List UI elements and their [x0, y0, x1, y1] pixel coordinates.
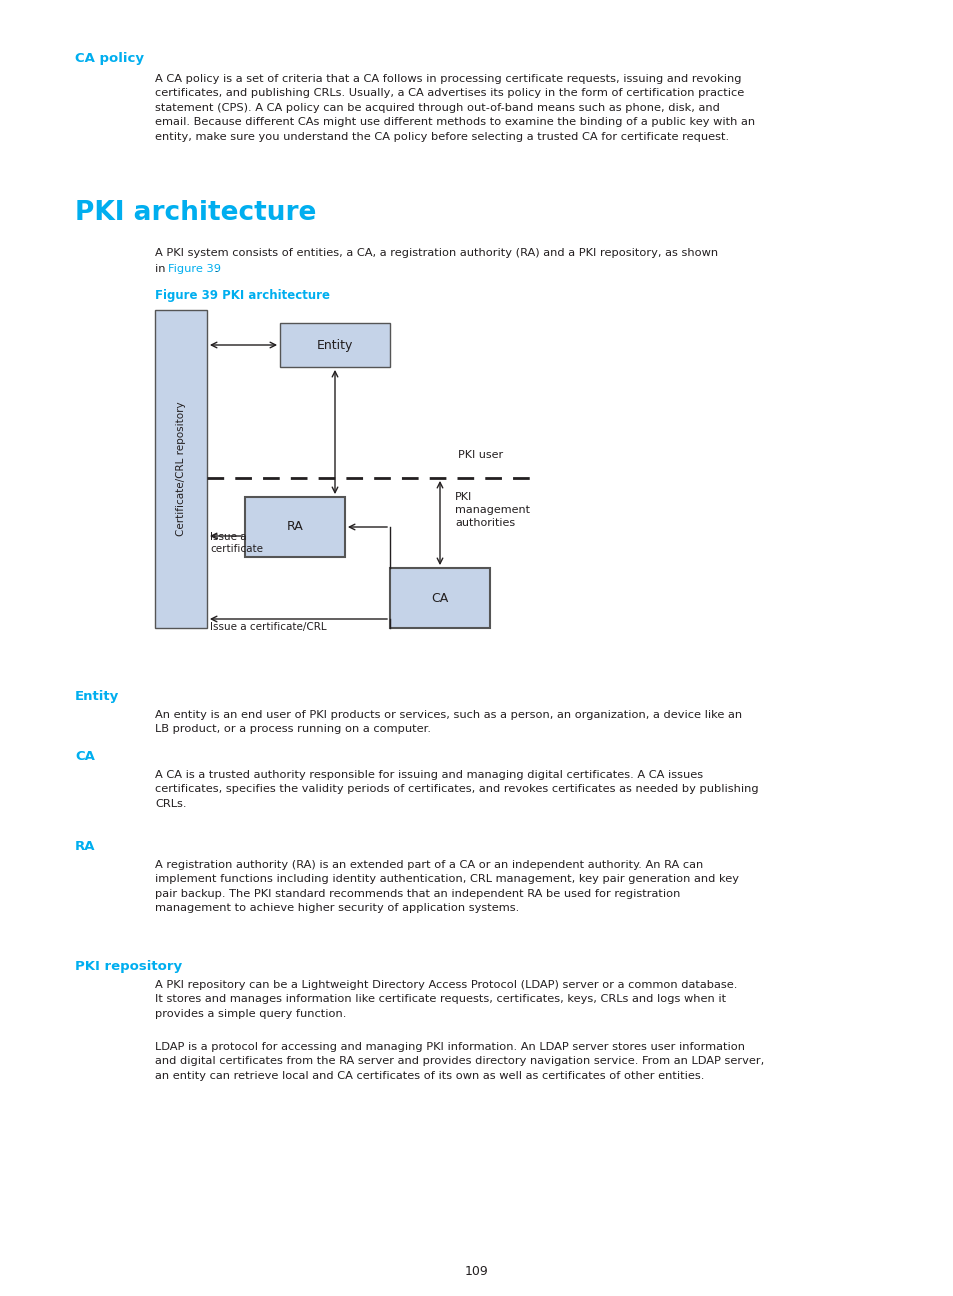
Text: Figure 39 PKI architecture: Figure 39 PKI architecture — [154, 289, 330, 302]
Text: Entity: Entity — [75, 689, 119, 702]
Text: Figure 39: Figure 39 — [168, 264, 221, 273]
Text: LDAP is a protocol for accessing and managing PKI information. An LDAP server st: LDAP is a protocol for accessing and man… — [154, 1042, 763, 1081]
Text: Issue a certificate/CRL: Issue a certificate/CRL — [210, 622, 326, 632]
Text: A registration authority (RA) is an extended part of a CA or an independent auth: A registration authority (RA) is an exte… — [154, 861, 739, 914]
Text: RA: RA — [75, 840, 95, 853]
Text: CA: CA — [431, 591, 448, 604]
FancyBboxPatch shape — [154, 310, 207, 629]
Text: 109: 109 — [465, 1265, 488, 1278]
Text: A CA is a trusted authority responsible for issuing and managing digital certifi: A CA is a trusted authority responsible … — [154, 770, 758, 809]
FancyBboxPatch shape — [280, 323, 390, 367]
Text: in: in — [154, 264, 169, 273]
Text: Certificate/CRL repository: Certificate/CRL repository — [175, 402, 186, 537]
FancyBboxPatch shape — [390, 568, 490, 629]
Text: A CA policy is a set of criteria that a CA follows in processing certificate req: A CA policy is a set of criteria that a … — [154, 74, 755, 141]
Text: .: . — [214, 264, 218, 273]
Text: PKI architecture: PKI architecture — [75, 200, 316, 226]
Text: A PKI repository can be a Lightweight Directory Access Protocol (LDAP) server or: A PKI repository can be a Lightweight Di… — [154, 980, 737, 1019]
Text: PKI repository: PKI repository — [75, 960, 182, 973]
Text: PKI user: PKI user — [457, 450, 502, 460]
Text: An entity is an end user of PKI products or services, such as a person, an organ: An entity is an end user of PKI products… — [154, 710, 741, 735]
Text: Issue a
certificate: Issue a certificate — [210, 531, 263, 555]
Text: CA policy: CA policy — [75, 52, 144, 65]
FancyBboxPatch shape — [245, 496, 345, 557]
Text: RA: RA — [286, 521, 303, 534]
Text: CA: CA — [75, 750, 94, 763]
Text: PKI
management
authorities: PKI management authorities — [455, 492, 530, 529]
Text: A PKI system consists of entities, a CA, a registration authority (RA) and a PKI: A PKI system consists of entities, a CA,… — [154, 248, 718, 258]
Text: Entity: Entity — [316, 338, 353, 351]
